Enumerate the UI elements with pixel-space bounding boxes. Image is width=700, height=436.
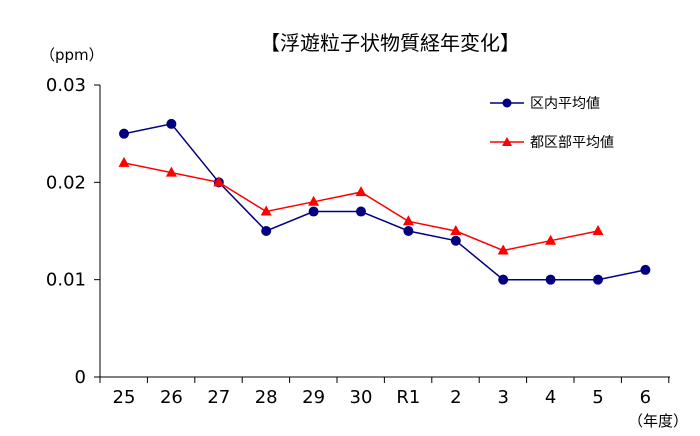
data-point-circle xyxy=(261,226,272,236)
y-tick-label: 0.02 xyxy=(46,172,86,193)
series-2 xyxy=(118,156,604,255)
x-tick-label: 30 xyxy=(350,387,373,408)
series-line xyxy=(123,123,646,281)
x-tick-label: 6 xyxy=(640,387,651,408)
y-tick-label: 0.03 xyxy=(46,75,86,96)
legend-marker-triangle-icon xyxy=(502,137,512,146)
data-point-circle xyxy=(450,235,461,246)
data-point-triangle xyxy=(497,244,509,255)
data-point-triangle xyxy=(592,225,604,235)
data-point-circle xyxy=(308,206,319,217)
y-tick-label: 0 xyxy=(75,367,86,388)
x-tick-label: 26 xyxy=(160,387,183,408)
legend-label-series-1: 区内平均値 xyxy=(530,96,600,112)
legend-label-series-2: 都区部平均値 xyxy=(530,135,614,151)
series-layer xyxy=(118,118,651,285)
legend-item-series-1: 区内平均値 xyxy=(490,96,600,112)
legend: 区内平均値 都区部平均値 xyxy=(490,96,614,151)
data-point-triangle xyxy=(450,225,462,235)
x-axis-unit-label: （年度） xyxy=(628,412,688,430)
x-tick-label: 3 xyxy=(497,387,508,408)
legend-marker-circle-icon xyxy=(502,98,512,108)
x-tick-label: 2 xyxy=(450,387,461,408)
x-axis-ticks: 25 26 27 28 29 30 R1 2 3 4 5 6 xyxy=(99,377,670,408)
data-point-triangle xyxy=(545,234,557,245)
data-point-circle xyxy=(593,274,603,285)
y-tick-label: 0.01 xyxy=(46,270,86,291)
x-tick-label: 5 xyxy=(592,387,603,408)
data-point-circle xyxy=(166,118,177,129)
legend-item-series-2: 都区部平均値 xyxy=(490,135,614,151)
data-point-triangle xyxy=(213,176,225,187)
data-point-triangle xyxy=(118,156,130,167)
data-point-triangle xyxy=(355,186,367,197)
x-tick-label: 4 xyxy=(545,387,556,408)
x-tick-label: R1 xyxy=(396,387,420,408)
chart-title: 【浮遊粒子状物質経年変化】 xyxy=(260,31,520,55)
data-point-circle xyxy=(356,206,366,217)
x-tick-label: 25 xyxy=(113,387,136,408)
data-point-circle xyxy=(640,264,651,275)
data-point-triangle xyxy=(402,215,414,226)
data-point-circle xyxy=(545,274,556,285)
data-point-circle xyxy=(403,226,414,236)
data-point-circle xyxy=(498,274,509,285)
x-tick-label: 28 xyxy=(255,387,278,408)
data-point-circle xyxy=(119,128,129,139)
data-point-triangle xyxy=(308,195,320,206)
data-point-triangle xyxy=(260,205,272,216)
x-tick-label: 29 xyxy=(302,387,325,408)
data-point-triangle xyxy=(165,166,177,177)
y-axis-unit-label: （ppm） xyxy=(40,46,104,64)
y-axis-ticks: 0 0.01 0.02 0.03 xyxy=(46,75,100,388)
x-tick-label: 27 xyxy=(207,387,230,408)
